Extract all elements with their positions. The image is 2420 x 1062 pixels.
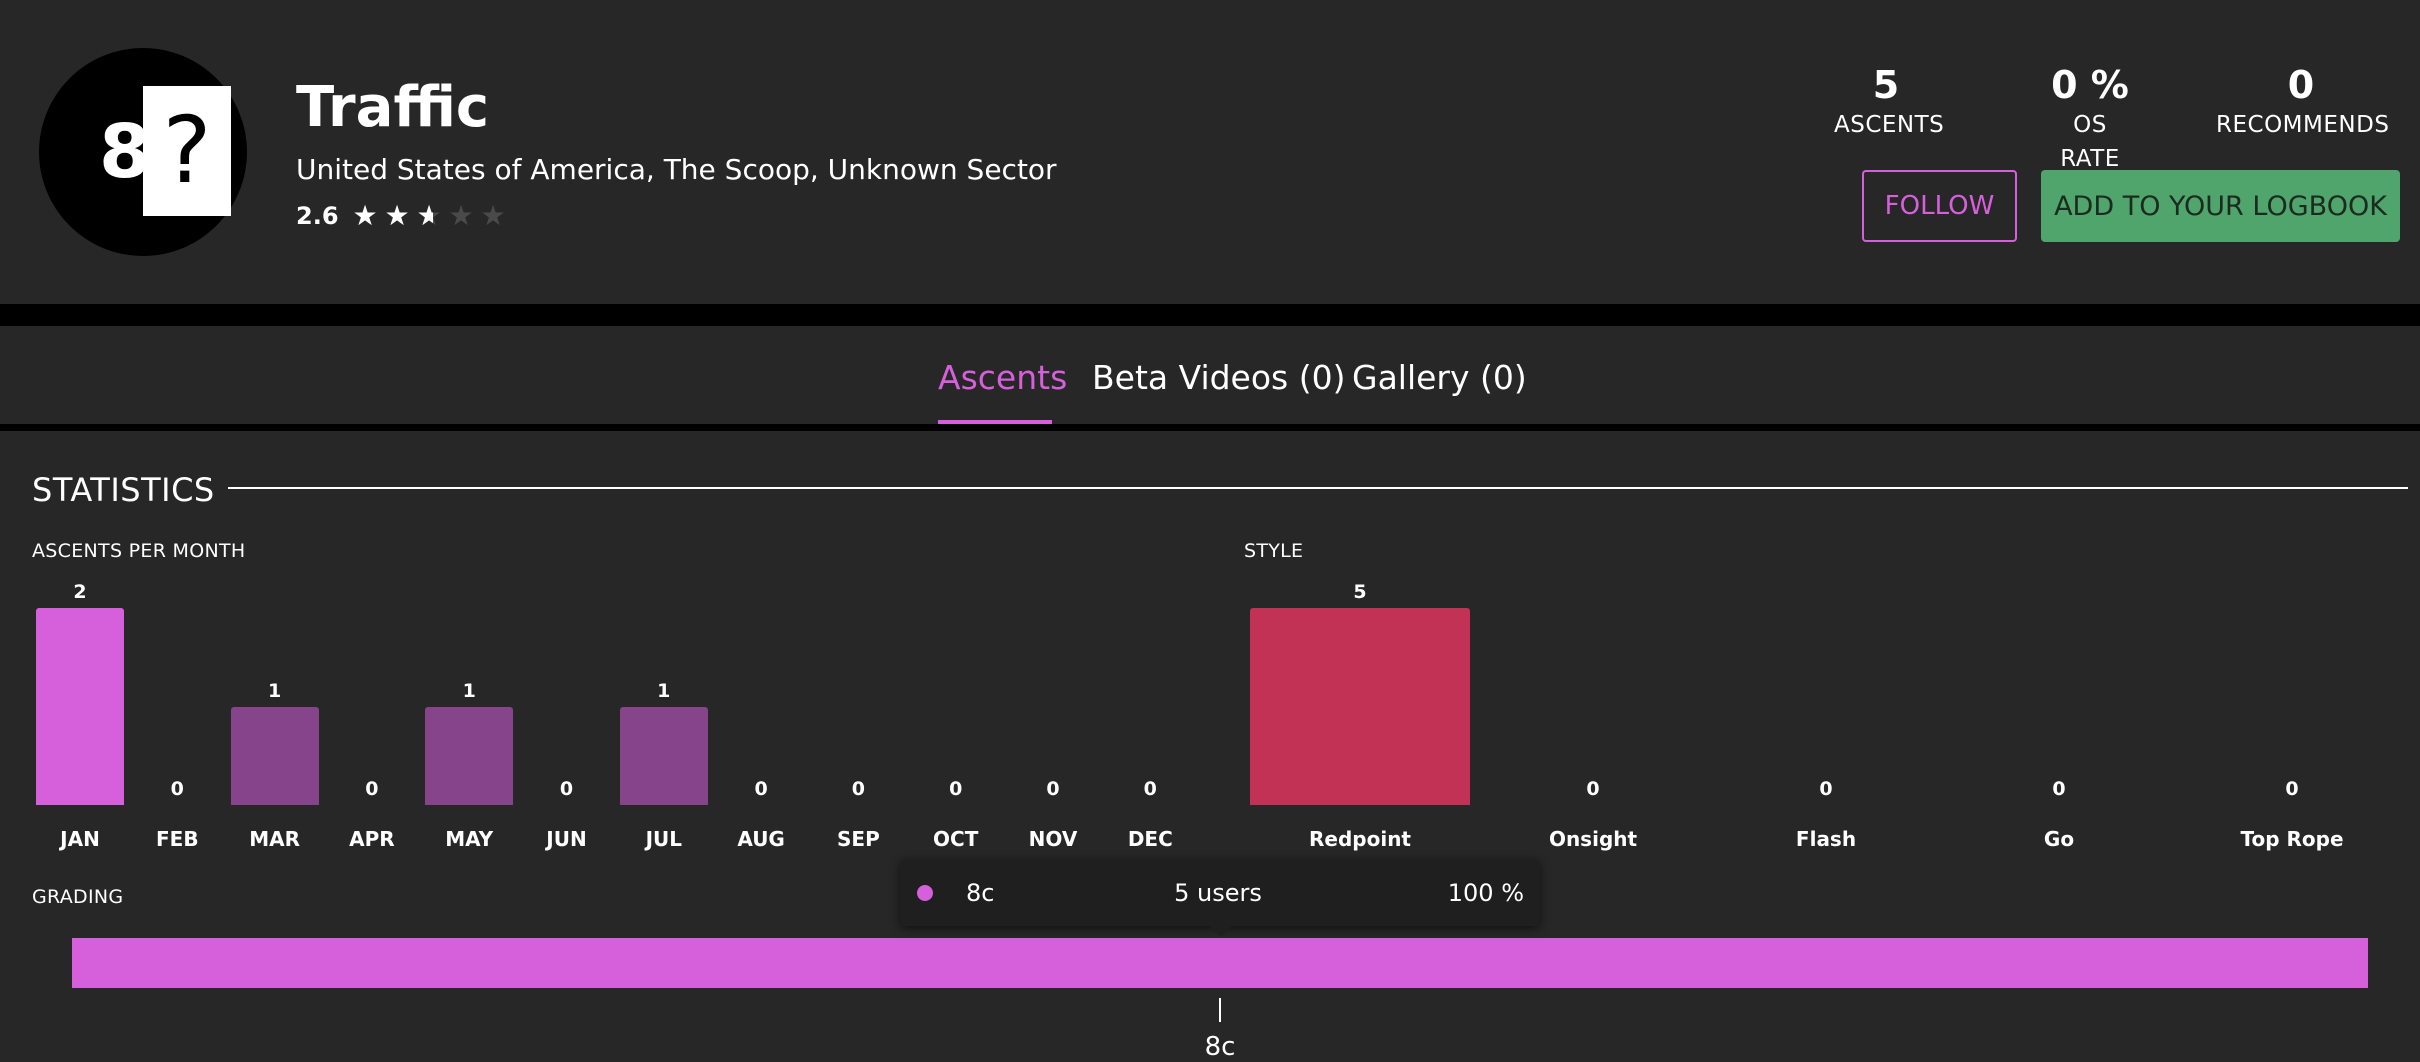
tab-ascents[interactable]: Ascents [938, 358, 1068, 397]
route-location: United States of America, The Scoop, Unk… [296, 153, 1057, 186]
stat-ascents-label: ASCENTS [1834, 112, 1945, 138]
month-value-label: 0 [1143, 778, 1157, 800]
grading-tooltip: 8c 5 users 100 % [900, 860, 1540, 937]
grading-tick-label: 8c [1204, 1032, 1236, 1062]
month-category-label: DEC [1127, 827, 1173, 851]
rating-row: 2.6 ★ ★ ★ ★ ★ ★ ★ ★ [296, 198, 513, 234]
tab-gallery[interactable]: Gallery (0) [1352, 358, 1527, 397]
month-value-label: 0 [754, 778, 768, 800]
stat-recommends-label: RECOMMENDS [2216, 112, 2390, 138]
grading-label: GRADING [32, 886, 124, 908]
grade-badge: 8 ? [39, 48, 247, 256]
month-value-label: 0 [1046, 778, 1060, 800]
tooltip-percent: 100 % [1447, 879, 1524, 907]
style-value-label: 0 [1819, 778, 1833, 800]
month-category-label: JUN [546, 827, 587, 851]
stat-os-rate-label: OS RATE [2060, 112, 2120, 172]
route-title: Traffic [296, 75, 490, 140]
star-icon: ★ ★ [384, 199, 410, 232]
tabs-divider [0, 424, 2420, 431]
grade-unknown-box: ? [143, 86, 231, 216]
month-value-label: 0 [949, 778, 963, 800]
grade-number: 8 [99, 109, 151, 195]
ascents-per-month-label: ASCENTS PER MONTH [32, 540, 246, 562]
month-category-label: JUL [645, 827, 683, 851]
stat-ascents: 5 ASCENTS [1834, 62, 1945, 142]
month-bar-may[interactable] [425, 706, 514, 805]
style-bar-redpoint[interactable] [1250, 608, 1470, 805]
star-icon: ★ [480, 199, 506, 232]
month-category-label: SEP [837, 827, 880, 851]
month-value-label: 1 [462, 679, 476, 702]
style-category-label: Top Rope [2240, 827, 2344, 851]
stat-recommends-value: 0 [2287, 63, 2315, 107]
tooltip-arrow [1210, 926, 1232, 937]
star-icon: ★ ★ [352, 199, 378, 232]
month-category-label: MAY [445, 827, 494, 851]
star-rating: ★ ★ ★ ★ ★ ★ ★ ★ [353, 201, 513, 231]
style-value-label: 0 [2285, 778, 2299, 800]
route-header: 8 ? Traffic United States of America, Th… [0, 0, 2420, 304]
month-value-label: 1 [657, 679, 671, 702]
month-category-label: MAR [249, 827, 300, 851]
tab-beta-videos[interactable]: Beta Videos (0) [1092, 358, 1346, 397]
header-divider [0, 304, 2420, 326]
grading-axis-tick [1219, 998, 1221, 1022]
style-label: STYLE [1244, 540, 1304, 562]
stat-os-rate-value: 0 % [2051, 63, 2129, 107]
style-category-label: Redpoint [1309, 827, 1411, 851]
month-category-label: AUG [737, 827, 785, 851]
style-category-label: Go [2043, 827, 2075, 851]
month-bar-jul[interactable] [619, 706, 708, 805]
star-icon: ★ [448, 199, 474, 232]
rating-value: 2.6 [296, 202, 339, 230]
tooltip-grade: 8c [966, 879, 995, 907]
add-to-logbook-button[interactable]: ADD TO YOUR LOGBOOK [2041, 170, 2400, 242]
style-category-label: Flash [1795, 827, 1857, 851]
style-value-label: 0 [2052, 778, 2066, 800]
month-value-label: 0 [170, 778, 184, 800]
month-category-label: APR [349, 827, 395, 851]
active-tab-indicator [938, 420, 1052, 424]
month-category-label: FEB [156, 827, 199, 851]
stat-os-rate: 0 % OS RATE [2040, 62, 2140, 176]
follow-button[interactable]: FOLLOW [1862, 170, 2017, 242]
month-value-label: 0 [365, 778, 379, 800]
month-value-label: 1 [267, 679, 282, 702]
statistics-title: STATISTICS [32, 471, 215, 509]
tooltip-legend-dot [917, 885, 933, 901]
month-bar-jan[interactable] [36, 608, 124, 805]
stat-ascents-value: 5 [1872, 63, 1900, 107]
month-category-label: JAN [60, 827, 100, 851]
month-value-label: 2 [73, 581, 87, 603]
style-value-label: 5 [1353, 581, 1367, 603]
month-value-label: 0 [851, 778, 865, 800]
month-value-label: 0 [559, 778, 574, 800]
style-value-label: 0 [1586, 778, 1600, 800]
statistics-rule [228, 487, 2408, 489]
grading-bar-8c[interactable] [72, 938, 2368, 988]
style-category-label: Onsight [1548, 827, 1638, 851]
month-bar-mar[interactable] [230, 706, 319, 805]
stat-recommends: 0 RECOMMENDS [2216, 62, 2390, 142]
star-icon: ★ ★ [416, 199, 442, 232]
tooltip-users: 5 users [1174, 879, 1262, 907]
tab-bar: Ascents Beta Videos (0) Gallery (0) [0, 326, 2420, 426]
month-category-label: OCT [933, 827, 979, 851]
month-category-label: NOV [1028, 827, 1078, 851]
